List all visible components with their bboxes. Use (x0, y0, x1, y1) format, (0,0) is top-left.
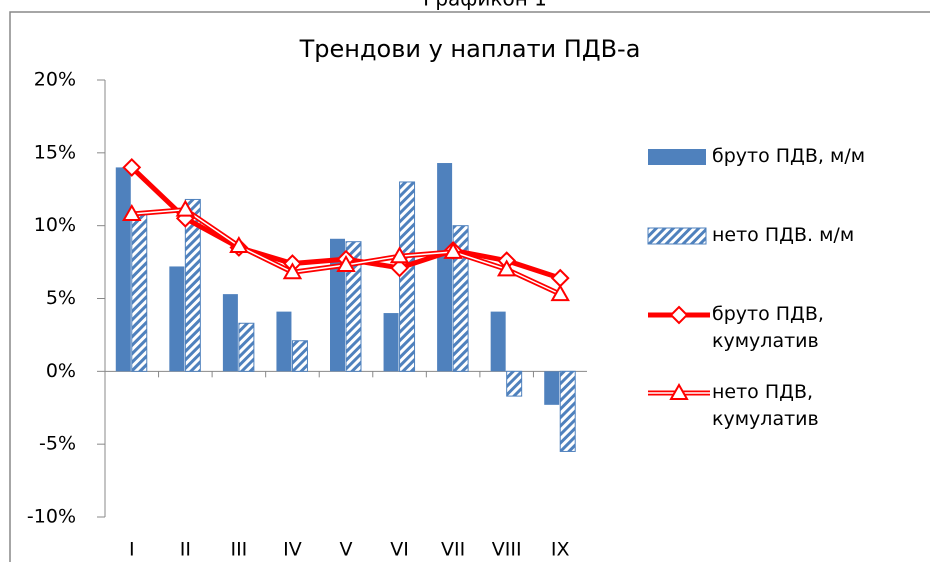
bar (452, 225, 469, 372)
legend-marker (669, 382, 689, 400)
y-tick-label: 0% (46, 360, 76, 382)
bar (276, 311, 292, 372)
y-tick-label: -5% (39, 433, 76, 455)
bar (238, 322, 255, 372)
bar (437, 163, 453, 372)
legend-label: бруто ПДВ, кумулатив (712, 303, 824, 352)
y-tick-label: -10% (27, 506, 76, 528)
marker (175, 199, 196, 217)
marker (443, 241, 463, 259)
legend-marker (669, 305, 689, 325)
bar (131, 213, 148, 372)
bar (115, 167, 131, 372)
marker (229, 236, 249, 254)
bar (345, 241, 362, 372)
bar (399, 181, 416, 372)
bar (184, 198, 201, 372)
x-tick-label: IV (283, 539, 302, 561)
marker (336, 254, 356, 272)
marker (496, 259, 517, 277)
x-tick-label: V (340, 539, 353, 561)
x-tick-label: VIII (492, 539, 522, 561)
caption: Графикон 1 (423, 0, 547, 11)
marker (550, 268, 570, 288)
marker (550, 284, 570, 302)
chart-border (9, 11, 930, 562)
y-tick-label: 20% (34, 69, 76, 91)
legend-swatch (647, 227, 707, 245)
bar (506, 370, 523, 397)
bar (222, 294, 238, 372)
bar (383, 313, 399, 372)
marker (282, 262, 303, 280)
legend-label: бруто ПДВ, м/м (712, 145, 866, 167)
y-tick-label: 15% (34, 141, 76, 163)
y-tick-label: 5% (46, 287, 76, 309)
legend-swatch (648, 149, 706, 165)
marker (390, 258, 409, 278)
legend-label: нето ПДВ, кумулатив (712, 381, 819, 430)
x-tick-label: VII (441, 539, 465, 561)
legend-label: нето ПДВ. м/м (712, 224, 855, 246)
y-tick-label: 10% (34, 214, 76, 236)
marker (122, 157, 142, 177)
bar (544, 371, 560, 405)
x-tick-label: I (129, 539, 135, 561)
bar (169, 266, 185, 372)
x-tick-label: II (180, 539, 191, 561)
x-tick-label: IX (551, 539, 570, 561)
marker (122, 203, 142, 222)
chart-title: Трендови у наплати ПДВ-а (299, 35, 641, 63)
x-tick-label: III (230, 539, 247, 561)
bar (291, 340, 308, 372)
x-tick-label: VI (390, 539, 409, 561)
bar (490, 311, 506, 372)
marker (389, 246, 410, 264)
bar (559, 370, 576, 452)
